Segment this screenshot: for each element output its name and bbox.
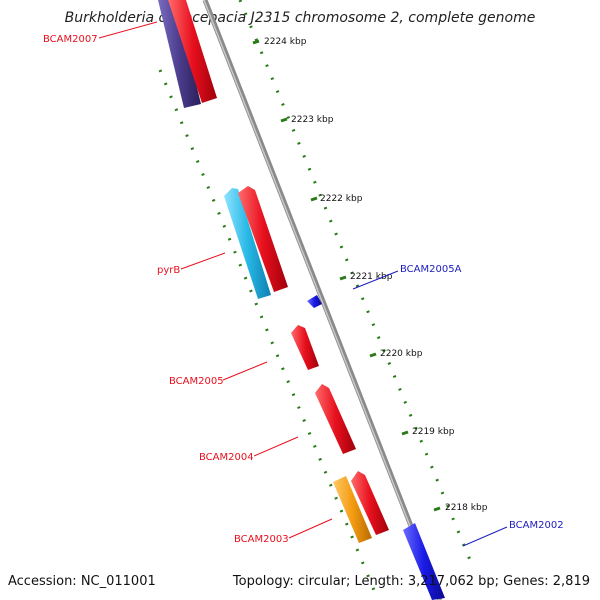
cds-reverse-feature[interactable] bbox=[333, 476, 372, 543]
gene-label-bcam2002[interactable]: BCAM2002 bbox=[509, 520, 564, 531]
gene-label-bcam2003[interactable]: BCAM2003 bbox=[234, 534, 289, 545]
leader-line bbox=[352, 270, 399, 290]
leader-line bbox=[288, 518, 333, 539]
tick-mark bbox=[401, 430, 409, 436]
leader-line bbox=[462, 526, 508, 547]
scale-ticks: 2224 kbp 2223 kbp 2222 kbp 2221 kbp 2220… bbox=[252, 37, 488, 513]
cds-reverse-feature[interactable] bbox=[158, 0, 201, 108]
gene-label-bcam2007[interactable]: BCAM2007 bbox=[43, 34, 98, 45]
cds-forward-feature[interactable] bbox=[351, 471, 389, 535]
tick-label: 2221 kbp bbox=[350, 272, 393, 282]
cds-forward-feature[interactable] bbox=[168, 0, 217, 103]
inner-dotted-track bbox=[158, 69, 380, 600]
chromosome-backbone-highlight bbox=[203, 0, 440, 600]
gene-label-bcam2005a[interactable]: BCAM2005A bbox=[400, 264, 462, 275]
tick-mark bbox=[252, 39, 260, 45]
gene-labels: BCAM2007 pyrB BCAM2005A BCAM2005 BCAM200… bbox=[43, 34, 564, 545]
accession-label: Accession: NC_011001 bbox=[8, 574, 156, 589]
tick-mark bbox=[310, 196, 318, 202]
genome-stats-label: Topology: circular; Length: 3,217,062 bp… bbox=[232, 574, 590, 589]
tick-label: 2224 kbp bbox=[264, 37, 307, 47]
leader-line bbox=[222, 361, 268, 381]
tick-label: 2222 kbp bbox=[320, 194, 363, 204]
leader-line bbox=[180, 252, 226, 270]
gene-label-bcam2004[interactable]: BCAM2004 bbox=[199, 452, 254, 463]
tick-label: 2218 kbp bbox=[445, 503, 488, 513]
tick-label: 2220 kbp bbox=[380, 349, 423, 359]
gene-label-bcam2005[interactable]: BCAM2005 bbox=[169, 376, 224, 387]
tick-label: 2223 kbp bbox=[291, 115, 334, 125]
cds-reverse-feature[interactable] bbox=[403, 523, 445, 600]
tick-mark bbox=[280, 117, 288, 123]
cds-forward-feature[interactable] bbox=[315, 384, 356, 454]
outer-dotted-track bbox=[238, 0, 472, 561]
tick-label: 2219 kbp bbox=[412, 427, 455, 437]
chromosome-backbone bbox=[202, 0, 443, 600]
leader-line bbox=[253, 436, 299, 457]
leader-lines bbox=[98, 21, 508, 547]
gene-features bbox=[158, 0, 445, 600]
tick-mark bbox=[339, 275, 347, 281]
leader-line bbox=[98, 21, 158, 39]
tick-mark bbox=[433, 506, 441, 512]
cds-reverse-feature[interactable] bbox=[307, 295, 322, 308]
tick-mark bbox=[369, 352, 377, 358]
gene-label-pyrb[interactable]: pyrB bbox=[157, 265, 180, 276]
cds-forward-feature[interactable] bbox=[291, 325, 319, 370]
cds-forward-feature[interactable] bbox=[238, 186, 288, 292]
cds-reverse-feature[interactable] bbox=[224, 188, 271, 299]
